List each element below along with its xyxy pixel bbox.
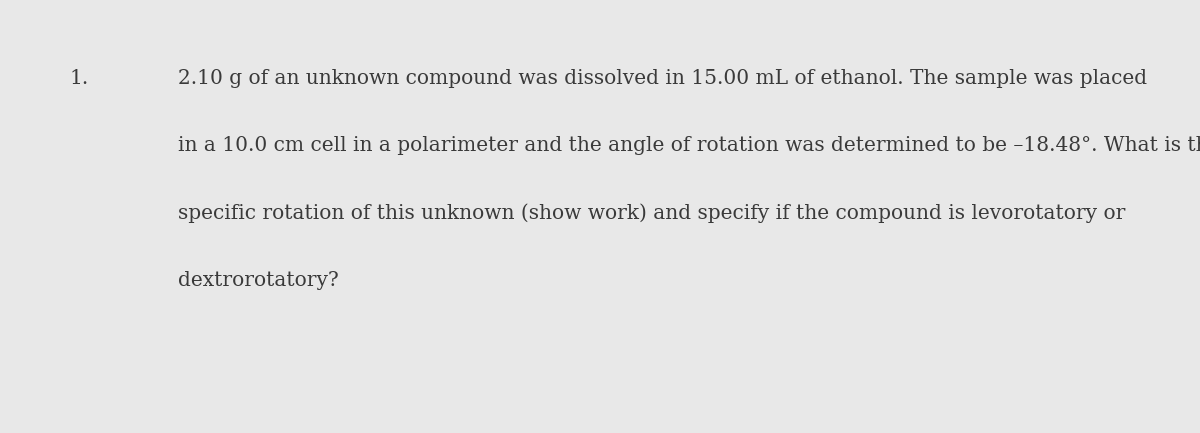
Text: 2.10 g of an unknown compound was dissolved in 15.00 mL of ethanol. The sample w: 2.10 g of an unknown compound was dissol… [178, 69, 1147, 88]
Text: dextrorotatory?: dextrorotatory? [178, 271, 338, 290]
Text: in a 10.0 cm cell in a polarimeter and the angle of rotation was determined to b: in a 10.0 cm cell in a polarimeter and t… [178, 136, 1200, 155]
Text: 1.: 1. [70, 69, 89, 88]
Text: specific rotation of this unknown (show work) and specify if the compound is lev: specific rotation of this unknown (show … [178, 204, 1124, 223]
